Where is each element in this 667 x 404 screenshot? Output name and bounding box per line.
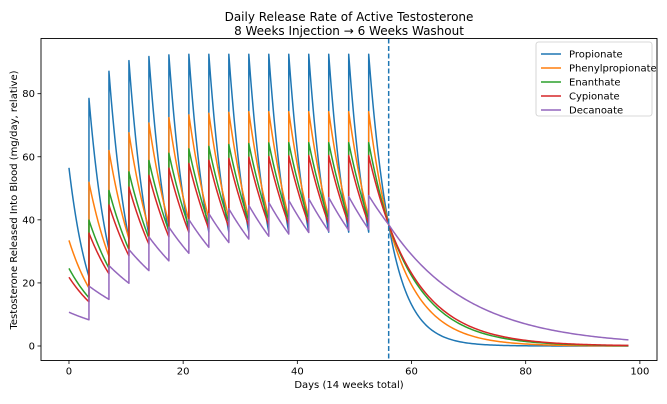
legend-label-enanthate: Enanthate <box>569 78 621 89</box>
y-tick-label: 0 <box>29 341 35 352</box>
axes-frame <box>40 38 658 361</box>
x-tick-label: 20 <box>177 367 190 378</box>
x-tick-label: 60 <box>405 367 418 378</box>
x-tick-label: 40 <box>291 367 304 378</box>
plot-area <box>68 38 629 361</box>
legend: Propionate Phenylpropionate Enanthate Cypio… <box>535 41 657 117</box>
series-line-phenylpropionate <box>68 110 629 347</box>
x-axis-label: Days (14 weeks total) <box>294 380 403 391</box>
y-axis-label: Testosterone Released Into Blood (mg/day… <box>9 70 20 330</box>
y-tick-label: 40 <box>22 215 35 226</box>
legend-frame <box>535 41 653 117</box>
legend-label-phenylpropionate: Phenylpropionate <box>569 64 657 75</box>
legend-label-cypionate: Cypionate <box>569 92 620 103</box>
legend-label-decanoate: Decanoate <box>569 106 623 117</box>
chart-subtitle: 8 Weeks Injection → 6 Weeks Washout <box>234 24 464 38</box>
y-tick-label: 80 <box>22 89 35 100</box>
y-tick-label: 60 <box>22 152 35 163</box>
x-tick-label: 100 <box>630 367 649 378</box>
series-line-cypionate <box>68 154 629 347</box>
y-axis: 0 20 40 60 80 <box>22 89 41 352</box>
series-line-decanoate <box>68 194 629 341</box>
chart-title: Daily Release Rate of Active Testosteron… <box>225 10 474 24</box>
y-tick-label: 20 <box>22 278 35 289</box>
legend-label-propionate: Propionate <box>569 50 623 61</box>
x-tick-label: 80 <box>519 367 532 378</box>
x-tick-label: 0 <box>66 367 72 378</box>
series-line-enanthate <box>68 141 629 347</box>
x-axis: 0 20 40 60 80 100 <box>66 360 649 378</box>
